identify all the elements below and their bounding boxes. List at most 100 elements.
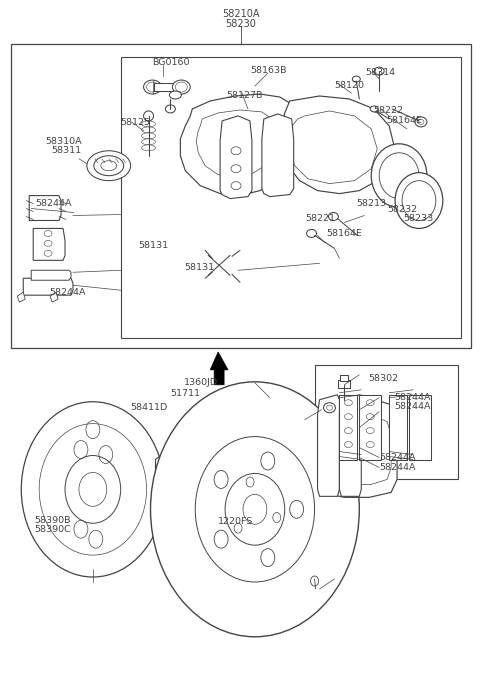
Text: 58232: 58232 (387, 204, 417, 213)
Text: 58131: 58131 (184, 263, 215, 271)
Text: 58244A: 58244A (36, 199, 72, 208)
Text: 58244A: 58244A (379, 454, 416, 462)
Text: 58120: 58120 (335, 81, 365, 90)
Text: 58244A: 58244A (395, 402, 431, 411)
Ellipse shape (402, 181, 436, 221)
Ellipse shape (175, 82, 187, 92)
Bar (339, 395, 357, 460)
Bar (340, 375, 348, 381)
Text: 58164E: 58164E (326, 230, 362, 238)
Text: 58314: 58314 (366, 68, 396, 77)
Ellipse shape (21, 401, 165, 577)
Polygon shape (329, 415, 391, 485)
Text: 58131: 58131 (138, 241, 168, 250)
Text: 58244A: 58244A (395, 393, 431, 401)
Ellipse shape (79, 473, 107, 506)
Ellipse shape (39, 424, 146, 555)
Ellipse shape (307, 230, 316, 238)
Ellipse shape (374, 67, 384, 75)
Ellipse shape (352, 76, 360, 82)
Ellipse shape (144, 111, 154, 121)
Bar (389, 395, 407, 460)
Text: 58310A: 58310A (45, 137, 82, 146)
Ellipse shape (169, 91, 181, 99)
Ellipse shape (94, 156, 124, 175)
Ellipse shape (311, 576, 319, 586)
Text: 58244A: 58244A (379, 464, 416, 473)
Polygon shape (29, 196, 61, 221)
Text: 58411D: 58411D (131, 403, 168, 412)
Ellipse shape (214, 471, 228, 488)
Bar (154, 83, 181, 91)
Ellipse shape (195, 437, 314, 582)
Text: 58221: 58221 (305, 214, 335, 223)
Bar (360, 395, 381, 460)
Text: 58125: 58125 (120, 118, 150, 127)
Ellipse shape (290, 500, 304, 519)
Ellipse shape (326, 406, 333, 410)
Polygon shape (23, 278, 73, 295)
Polygon shape (282, 96, 394, 194)
Text: 58244A: 58244A (49, 288, 85, 297)
Ellipse shape (379, 153, 419, 198)
Ellipse shape (395, 173, 443, 228)
Text: 58302: 58302 (368, 374, 398, 383)
Bar (120, 57, 461, 338)
Ellipse shape (144, 80, 161, 94)
Ellipse shape (172, 80, 190, 94)
Text: BG0160: BG0160 (152, 58, 190, 66)
Bar (409, 395, 431, 460)
Ellipse shape (234, 523, 242, 533)
Ellipse shape (415, 117, 427, 127)
Polygon shape (290, 111, 377, 183)
Text: 1220FS: 1220FS (217, 517, 253, 527)
Polygon shape (318, 398, 397, 498)
Polygon shape (17, 292, 25, 302)
Text: 58213: 58213 (356, 199, 386, 208)
Text: 58222: 58222 (373, 106, 403, 115)
Text: 58311: 58311 (51, 146, 81, 155)
Ellipse shape (214, 530, 228, 548)
Ellipse shape (225, 473, 285, 545)
Ellipse shape (328, 213, 338, 221)
Ellipse shape (246, 477, 254, 487)
Ellipse shape (101, 160, 117, 171)
Ellipse shape (166, 105, 175, 113)
Polygon shape (262, 114, 294, 196)
Text: 58210A: 58210A (222, 9, 260, 20)
Ellipse shape (151, 382, 360, 637)
Text: 58164E: 58164E (387, 116, 422, 125)
Ellipse shape (261, 452, 275, 470)
Polygon shape (156, 450, 175, 492)
Bar (338, 380, 350, 388)
Polygon shape (220, 116, 252, 198)
Text: 1360JD: 1360JD (184, 378, 218, 387)
Polygon shape (33, 228, 65, 261)
Text: 58230: 58230 (226, 20, 256, 29)
Ellipse shape (370, 106, 378, 112)
Text: 58390B: 58390B (35, 516, 71, 525)
Ellipse shape (65, 456, 120, 523)
Polygon shape (318, 395, 339, 496)
Text: 58390C: 58390C (35, 525, 72, 533)
Text: 58163B: 58163B (251, 66, 287, 74)
Polygon shape (210, 352, 228, 385)
Ellipse shape (261, 548, 275, 567)
Text: 58233: 58233 (403, 214, 433, 223)
Ellipse shape (243, 494, 267, 524)
Ellipse shape (324, 403, 336, 413)
Polygon shape (180, 94, 308, 196)
Ellipse shape (87, 151, 131, 181)
Bar (12, 44, 471, 348)
Text: 51711: 51711 (170, 389, 200, 398)
Text: 58127B: 58127B (227, 91, 263, 100)
Polygon shape (196, 110, 282, 177)
Polygon shape (50, 292, 58, 302)
Polygon shape (339, 395, 361, 496)
Ellipse shape (418, 119, 424, 125)
Bar (315, 366, 457, 479)
Ellipse shape (273, 512, 281, 523)
Polygon shape (31, 270, 71, 280)
Ellipse shape (371, 144, 427, 208)
Ellipse shape (146, 82, 158, 92)
